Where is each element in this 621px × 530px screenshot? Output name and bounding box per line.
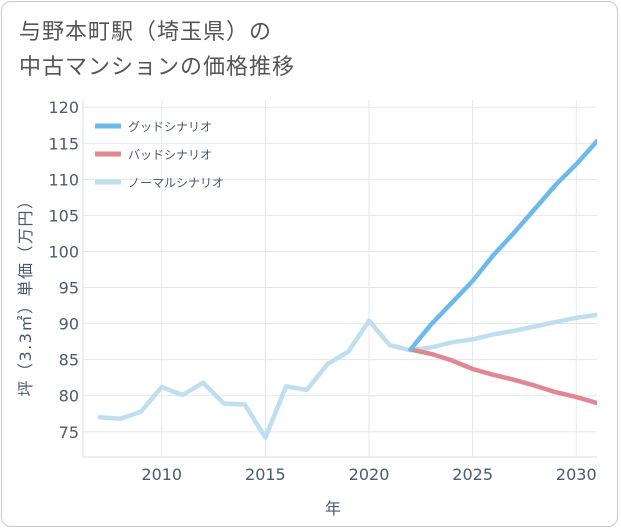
x-tick-2030: 2030 <box>556 465 597 484</box>
y-tick-85: 85 <box>59 351 79 370</box>
legend-label-2: ノーマルシナリオ <box>128 176 224 190</box>
chart-title: 与野本町駅（埼玉県）の 中古マンションの価格推移 <box>19 15 295 85</box>
chart-title-line-2: 中古マンションの価格推移 <box>19 55 296 80</box>
y-tick-120: 120 <box>48 98 79 117</box>
series-line-2 <box>97 312 597 440</box>
x-tick-2025: 2025 <box>452 465 493 484</box>
chart-title-line-1: 与野本町駅（埼玉県）の <box>19 20 273 45</box>
y-tick-90: 90 <box>59 315 79 334</box>
y-tick-115: 115 <box>48 134 79 153</box>
series-lines <box>97 138 597 440</box>
series-line-0 <box>408 138 597 352</box>
x-tick-2010: 2010 <box>141 465 182 484</box>
y-tick-75: 75 <box>59 423 79 442</box>
x-axis-title: 年 <box>325 499 341 518</box>
y-axis-ticks: 75 80 85 90 95 100 105 110 115 120 <box>48 98 79 442</box>
legend-label-0: グッドシナリオ <box>128 120 212 134</box>
y-axis-title: 坪（3.3㎡）単価（万円） <box>16 192 35 397</box>
x-tick-2020: 2020 <box>349 465 390 484</box>
y-tick-110: 110 <box>48 170 79 189</box>
grid-lines <box>83 100 597 457</box>
x-axis-ticks: 2010 2015 2020 2025 2030 <box>141 465 596 484</box>
series-line-1 <box>408 347 597 406</box>
y-tick-105: 105 <box>48 206 79 225</box>
y-tick-95: 95 <box>59 279 79 298</box>
x-tick-2015: 2015 <box>245 465 286 484</box>
y-tick-80: 80 <box>59 387 79 406</box>
y-tick-100: 100 <box>48 242 79 261</box>
legend-label-1: バッドシナリオ <box>128 148 212 162</box>
axes <box>82 100 597 458</box>
